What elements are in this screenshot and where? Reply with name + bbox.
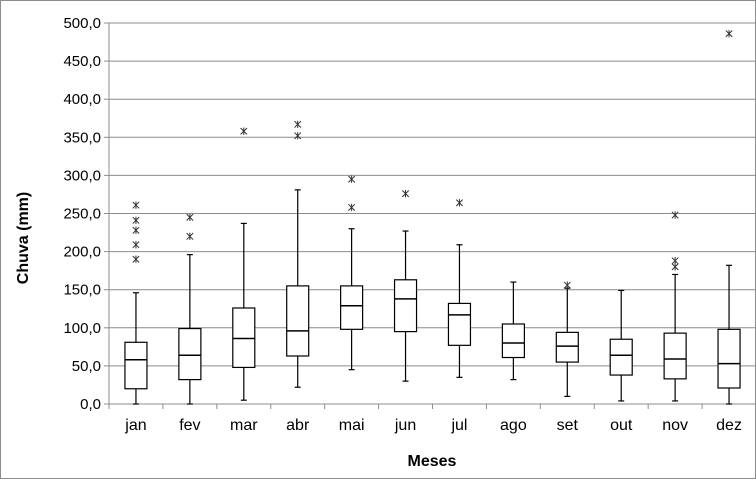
box-iqr <box>178 327 202 381</box>
outlier-marker <box>348 175 356 183</box>
box-iqr <box>393 279 418 333</box>
box-iqr <box>124 341 148 390</box>
box-iqr <box>447 302 472 346</box>
box-iqr <box>609 338 633 376</box>
box-abr <box>286 120 310 388</box>
box-jan <box>124 201 148 405</box>
box-mai <box>340 175 364 371</box>
box-iqr <box>340 285 364 330</box>
outlier-marker <box>671 257 679 265</box>
y-tick-label: 50,0 <box>72 358 101 375</box>
box-out <box>609 289 633 402</box>
outlier-marker <box>186 232 194 241</box>
box-iqr <box>663 332 687 380</box>
x-tick-label: fev <box>179 417 200 434</box>
x-axis-label: Meses <box>408 453 457 470</box>
outlier-marker <box>132 216 140 225</box>
outlier-marker <box>294 132 302 140</box>
outlier-marker <box>455 199 464 207</box>
outlier-marker <box>132 226 140 234</box>
x-tick-label: jan <box>124 417 146 434</box>
gridlines <box>109 22 756 405</box>
y-tick-label: 100,0 <box>63 320 101 337</box>
outlier-marker <box>240 127 248 135</box>
x-tick-label: dez <box>716 417 742 434</box>
y-tick-label: 300,0 <box>63 167 101 184</box>
outlier-marker <box>132 241 140 249</box>
outlier-marker <box>132 201 140 209</box>
outlier-marker <box>348 203 356 212</box>
x-tick-label: ago <box>500 417 527 434</box>
x-tick-label: set <box>557 417 579 434</box>
y-axis-label: Chuva (mm) <box>15 192 32 284</box>
x-tick-label: nov <box>662 417 688 434</box>
box-iqr <box>555 331 579 363</box>
box-mar <box>232 127 256 401</box>
x-tick-label: abr <box>286 417 310 434</box>
y-tick-label: 200,0 <box>63 244 101 261</box>
y-tick-label: 0,0 <box>80 396 101 413</box>
y-tick-label: 450,0 <box>63 53 101 70</box>
outlier-marker <box>186 213 194 222</box>
box-set <box>555 281 579 397</box>
box-jul <box>447 199 472 378</box>
y-tick-label: 350,0 <box>63 129 101 146</box>
x-tick-label: mar <box>230 417 258 434</box>
box-ago <box>501 281 525 381</box>
y-tick-label: 500,0 <box>63 15 101 32</box>
outlier-marker <box>294 120 302 129</box>
outlier-marker <box>563 281 571 289</box>
y-tick-label: 400,0 <box>63 91 101 108</box>
box-nov <box>663 211 687 402</box>
box-iqr <box>501 323 525 359</box>
box-fev <box>178 213 202 405</box>
y-tick-label: 150,0 <box>63 282 101 299</box>
x-tick-label: jun <box>394 417 416 434</box>
x-tick-label: jul <box>450 417 467 434</box>
axes: 0,0 50,0 100,0 150,0 200,0 250,0 300,0 350,0 400… <box>63 15 756 434</box>
box-iqr <box>286 285 310 357</box>
outlier-marker <box>132 255 140 263</box>
outlier-marker <box>725 29 733 38</box>
outlier-marker <box>671 211 679 219</box>
box-iqr <box>232 307 256 369</box>
box-dez <box>717 29 741 405</box>
x-tick-label: mai <box>339 417 365 434</box>
x-tick-label: out <box>610 417 633 434</box>
y-tick-label: 250,0 <box>63 206 101 223</box>
box-iqr <box>717 328 741 389</box>
boxes <box>124 29 741 405</box>
box-jun <box>393 189 418 382</box>
outlier-marker <box>401 189 410 198</box>
